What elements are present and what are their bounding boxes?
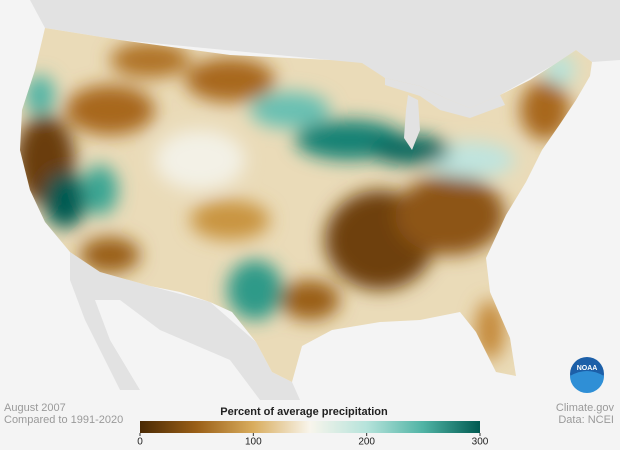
date: August 2007 [4,402,66,414]
colorbar-tick-label: 300 [472,437,489,448]
lake-michigan [404,95,420,150]
colorbar-tick-label: 200 [358,437,375,448]
logo-text: NOAA [577,365,598,372]
great-lakes [385,78,505,118]
legend-title: Percent of average precipitation [220,406,388,418]
noaa-logo-wave [570,371,604,393]
mexico [70,252,300,400]
colorbar-tick-label: 0 [137,437,143,448]
canada [30,0,620,108]
data-credit: Data: NCEI [558,414,614,426]
source: Climate.gov [556,402,615,414]
baseline: Compared to 1991-2020 [4,414,123,426]
colorbar-tick-label: 100 [245,437,262,448]
colorbar [140,421,480,433]
